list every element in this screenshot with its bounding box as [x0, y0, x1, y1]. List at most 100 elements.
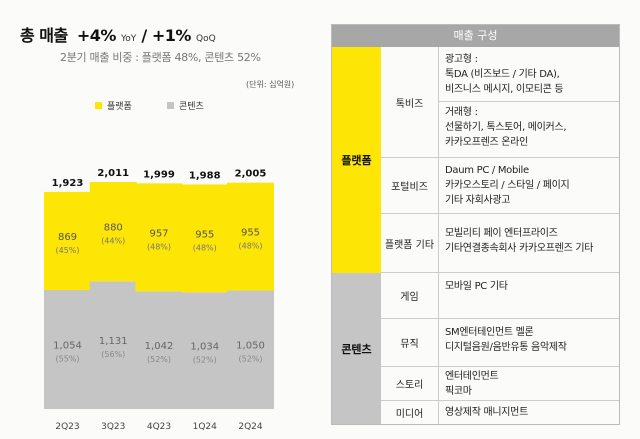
detail-line: 디지털음원/음반유통 음악제작 — [445, 342, 567, 353]
detail-line: 기타 자회사광고 — [445, 195, 511, 206]
legend-swatch-content — [167, 102, 174, 109]
legend-item-content: 콘텐츠 — [167, 99, 204, 112]
row-media-detail: 영상제작 매니지먼트 — [438, 401, 619, 424]
legend-item-platform: 플랫폼 — [95, 99, 132, 112]
stacked-bar-chart: 1,054 (55%) 869 (45%) 1,923 2Q23 1,131 (56%) 880… — [44, 168, 274, 432]
pct-label-platform: (48%) — [238, 242, 262, 251]
value-label-content: 1,054 — [53, 341, 82, 352]
row-music-name: 뮤직 — [400, 339, 419, 350]
bar-platform-4Q23 — [135, 183, 183, 292]
headline-qoq-label: QoQ — [196, 34, 216, 44]
headline-separator: / — [141, 26, 147, 45]
row-game-detail: 모바일 PC 기타 — [438, 273, 619, 319]
row-portalbiz-label: 포털비즈 — [381, 158, 438, 214]
row-game-name: 게임 — [400, 292, 419, 303]
detail-line: 선물하기, 톡스토어, 메이커스, — [445, 122, 567, 133]
revenue-composition-table: 매출 구성 플랫폼 콘텐츠 톡비즈 광고형 : 톡DA (비즈보드 / 기타 D… — [331, 24, 620, 425]
value-label-platform: 955 — [195, 229, 214, 240]
group-platform: 플랫폼 — [332, 47, 381, 273]
chart-headline: 총 매출 +4% YoY / +1% QoQ — [20, 22, 216, 46]
legend-label-platform: 플랫폼 — [107, 102, 132, 112]
detail-line: 픽코마 — [445, 386, 472, 397]
detail-line: 카카오스토리 / 스타일 / 페이지 — [445, 180, 570, 191]
row-portalbiz-name: 포털비즈 — [391, 182, 428, 193]
group-content: 콘텐츠 — [332, 273, 381, 424]
headline-yoy-value: +4% — [76, 26, 117, 45]
pct-label-platform: (48%) — [193, 243, 217, 252]
unit-label: (단위: 십억원) — [246, 80, 295, 89]
value-label-platform: 957 — [149, 228, 168, 239]
group-content-label: 콘텐츠 — [341, 342, 372, 356]
detail-line: 카카오프렌즈 온라인 — [445, 137, 528, 148]
bar-platform-3Q23 — [89, 182, 137, 282]
row-platform-etc-name: 플랫폼 기타 — [384, 239, 435, 251]
group-platform-label: 플랫폼 — [341, 154, 372, 167]
row-story-name: 스토리 — [395, 380, 424, 391]
chart-subtitle: 2분기 매출 비중 : 플랫폼 48%, 콘텐츠 52% — [60, 51, 261, 64]
table-header: 매출 구성 — [332, 25, 619, 47]
bar-content-3Q23 — [89, 281, 137, 409]
pct-label-platform: (48%) — [147, 242, 171, 251]
total-label: 1,923 — [52, 178, 84, 189]
total-label: 1,999 — [143, 169, 175, 180]
value-label-content: 1,050 — [236, 341, 265, 352]
row-story-detail: 엔터테인먼트 픽코마 — [438, 367, 619, 401]
pct-label-platform: (45%) — [55, 246, 79, 255]
value-label-content: 1,042 — [145, 341, 174, 352]
bar-content-2Q24 — [227, 290, 274, 409]
row-story-label: 스토리 — [381, 367, 438, 401]
x-tick-label: 2Q24 — [238, 422, 263, 432]
bar-platform-1Q24 — [181, 184, 229, 293]
row-music-label: 뮤직 — [381, 319, 438, 367]
headline-qoq-value: +1% — [151, 26, 192, 45]
detail-line: 기타연결종속회사 카카오프렌즈 기타 — [445, 243, 594, 254]
value-label-platform: 955 — [241, 228, 260, 239]
pct-label-content: (56%) — [101, 350, 125, 359]
total-label: 2,005 — [235, 169, 267, 180]
detail-line: 영상제작 매니지먼트 — [445, 407, 528, 418]
bar-content-1Q24 — [181, 292, 229, 409]
legend-swatch-platform — [95, 102, 102, 109]
x-tick-label: 1Q24 — [193, 422, 218, 432]
bar-content-2Q23 — [44, 290, 91, 409]
total-label: 2,011 — [97, 168, 129, 179]
detail-line: SM엔터테인먼트 멜론 — [445, 327, 534, 338]
row-portalbiz-detail: Daum PC / Mobile 카카오스토리 / 스타일 / 페이지 기타 자… — [438, 158, 619, 214]
x-tick-label: 2Q23 — [55, 422, 79, 432]
pct-label-content: (52%) — [193, 356, 217, 365]
row-game-label: 게임 — [381, 273, 438, 319]
row-platform-etc-label: 플랫폼 기타 — [381, 214, 438, 273]
value-label-platform: 880 — [104, 223, 123, 234]
row-talkbiz-label: 톡비즈 — [381, 47, 438, 158]
detail-divider — [439, 99, 619, 102]
value-label-platform: 869 — [58, 232, 77, 243]
detail-line: 모빌리티 페이 엔터프라이즈 — [445, 228, 558, 239]
row-talkbiz-detail: 광고형 : 톡DA (비즈보드 / 기타 DA), 비즈니스 메시지, 이모티콘… — [438, 47, 619, 158]
detail-line: 비즈니스 메시지, 이모티콘 등 — [445, 84, 564, 95]
row-media-label: 미디어 — [381, 401, 438, 424]
pct-label-content: (55%) — [55, 355, 79, 364]
total-label: 1,988 — [189, 170, 221, 181]
headline-yoy-label: YoY — [121, 34, 137, 44]
bar-content-4Q23 — [135, 291, 183, 409]
pct-label-platform: (44%) — [101, 237, 125, 246]
legend-label-content: 콘텐츠 — [179, 102, 204, 112]
value-label-content: 1,131 — [99, 336, 128, 347]
x-tick-label: 4Q23 — [147, 422, 171, 432]
pct-label-content: (52%) — [238, 355, 262, 364]
row-music-detail: SM엔터테인먼트 멜론 디지털음원/음반유통 음악제작 — [438, 319, 619, 367]
row-talkbiz-name: 톡비즈 — [395, 98, 424, 110]
value-label-content: 1,034 — [190, 342, 219, 353]
bar-platform-2Q23 — [44, 191, 91, 291]
row-platform-etc-detail: 모빌리티 페이 엔터프라이즈 기타연결종속회사 카카오프렌즈 기타 — [438, 214, 619, 273]
bar-platform-2Q24 — [227, 182, 274, 291]
row-media-name: 미디어 — [395, 409, 424, 420]
detail-line: 광고형 : — [445, 54, 478, 65]
detail-line: Daum PC / Mobile — [445, 165, 529, 176]
x-tick-label: 3Q23 — [101, 422, 125, 432]
headline-title: 총 매출 — [20, 26, 68, 45]
detail-line: 톡DA (비즈보드 / 기타 DA), — [445, 69, 560, 80]
detail-line: 거래형 : — [445, 107, 478, 118]
pct-label-content: (52%) — [147, 355, 171, 364]
detail-line: 엔터테인먼트 — [445, 371, 499, 382]
